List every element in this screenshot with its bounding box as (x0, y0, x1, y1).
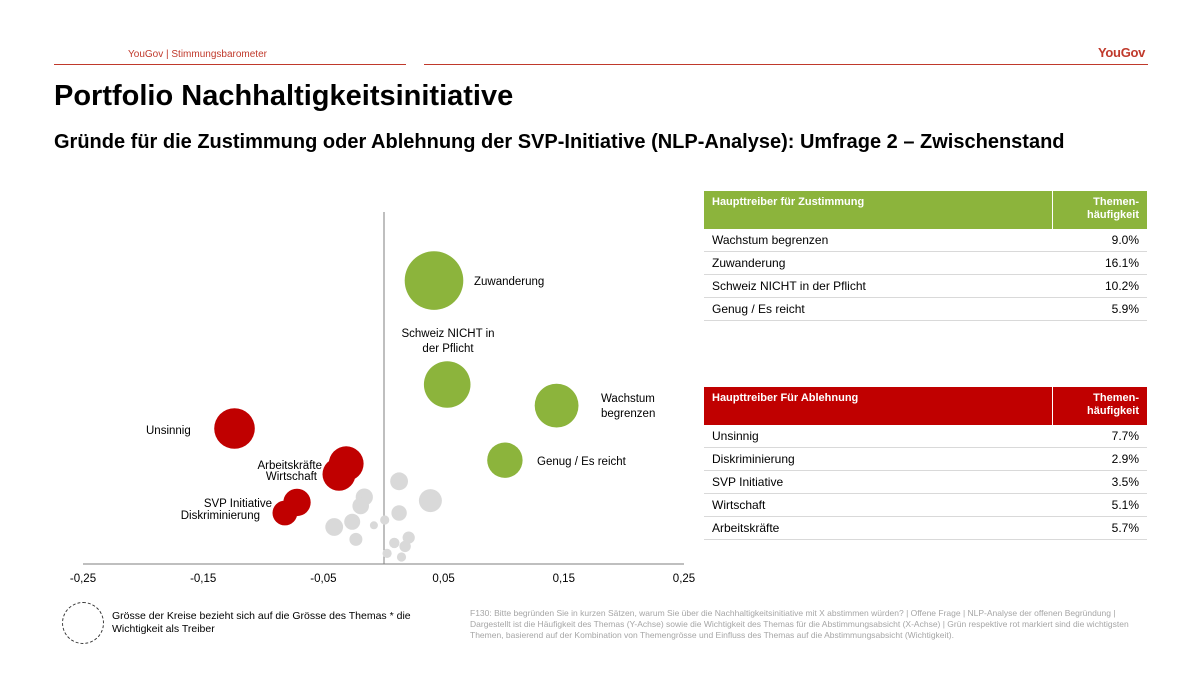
page-subtitle: Gründe für die Zustimmung oder Ablehnung… (54, 131, 1065, 153)
row-value: 5.7% (1052, 516, 1147, 540)
table-zustimmung-value-header-line1: Themen- (1093, 196, 1139, 208)
table-zustimmung-header: Haupttreiber für Zustimmung (704, 191, 1053, 229)
table-ablehnung-value-header-line2: häufigkeit (1087, 405, 1139, 417)
label-wirtschaft: Wirtschaft (266, 471, 318, 483)
label-zuwanderung: Zuwanderung (474, 276, 544, 288)
row-value: 7.7% (1052, 425, 1147, 448)
table-row: Diskriminierung 2.9% (704, 447, 1147, 471)
bubble-other-12 (382, 548, 392, 559)
row-label: Schweiz NICHT in der Pflicht (704, 274, 1053, 298)
row-label: Diskriminierung (704, 447, 1053, 471)
bubble-other-5 (344, 513, 361, 530)
table-zustimmung-value-header-line2: häufigkeit (1087, 209, 1139, 221)
label-arbeitskraefte: Arbeitskräfte (257, 460, 322, 472)
bubble-other-0 (390, 472, 408, 491)
label-wachstum-line2: begrenzen (601, 408, 655, 420)
x-tick-label: -0,25 (70, 573, 96, 585)
header-line-right (424, 64, 1148, 65)
table-zustimmung: Haupttreiber für Zustimmung Themen- häuf… (704, 191, 1147, 321)
row-label: Wirtschaft (704, 493, 1053, 517)
table-row: Unsinnig 7.7% (704, 425, 1147, 448)
bubble-other-3 (352, 497, 370, 515)
bubble-other-10 (389, 537, 400, 549)
row-value: 5.1% (1052, 493, 1147, 517)
table-row: Wachstum begrenzen 9.0% (704, 229, 1147, 252)
bubble-other-4 (391, 505, 407, 521)
bubble-other-7 (349, 532, 363, 546)
bubble-other-6 (325, 518, 344, 536)
bubble-other-8 (402, 531, 415, 544)
bubble-other-1 (418, 489, 442, 513)
bubble-other-11 (380, 515, 390, 525)
row-value: 3.5% (1052, 470, 1147, 494)
row-label: Wachstum begrenzen (704, 229, 1053, 252)
header-label: YouGov | Stimmungsbarometer (128, 49, 267, 60)
size-legend-circle (62, 602, 104, 644)
x-tick-label: 0,25 (673, 573, 695, 585)
bubble-diskriminierung (272, 500, 298, 526)
bubble-other-14 (369, 521, 378, 530)
label-schweiz-line1: Schweiz NICHT in (401, 328, 494, 340)
table-zustimmung-value-header: Themen- häufigkeit (1052, 191, 1147, 229)
table-row: Schweiz NICHT in der Pflicht 10.2% (704, 274, 1147, 298)
label-unsinnig: Unsinnig (146, 425, 191, 437)
x-tick-label: 0,15 (553, 573, 575, 585)
table-row: SVP Initiative 3.5% (704, 470, 1147, 494)
table-row: Arbeitskräfte 5.7% (704, 516, 1147, 540)
row-value: 9.0% (1052, 229, 1147, 252)
table-ablehnung: Haupttreiber Für Ablehnung Themen- häufi… (704, 387, 1147, 540)
bubble-other-13 (396, 552, 407, 562)
row-value: 2.9% (1052, 447, 1147, 471)
bubble-zuwanderung (404, 251, 464, 310)
table-ablehnung-value-header: Themen- häufigkeit (1052, 387, 1147, 425)
table-row: Wirtschaft 5.1% (704, 493, 1147, 517)
label-genug: Genug / Es reicht (537, 456, 627, 468)
table-row: Genug / Es reicht 5.9% (704, 297, 1147, 321)
yougov-logo: YouGov (1098, 45, 1146, 60)
bubble-other-9 (399, 540, 411, 553)
row-value: 16.1% (1052, 251, 1147, 275)
bubble-schweiz-nicht-in-der-pflicht (423, 361, 471, 408)
page-title: Portfolio Nachhaltigkeitsinitiative (54, 80, 514, 112)
size-legend-text: Grösse der Kreise bezieht sich auf die G… (112, 610, 411, 635)
row-label: Genug / Es reicht (704, 297, 1053, 321)
row-value: 5.9% (1052, 297, 1147, 321)
table-ablehnung-header: Haupttreiber Für Ablehnung (704, 387, 1053, 425)
row-label: Unsinnig (704, 425, 1053, 448)
x-tick-label: 0,05 (432, 573, 454, 585)
table-row: Zuwanderung 16.1% (704, 251, 1147, 275)
footnote: F130: Bitte begründen Sie in kurzen Sätz… (470, 608, 1129, 640)
bubble-wachstum-begrenzen (534, 383, 579, 428)
label-wachstum-line1: Wachstum (601, 393, 655, 405)
row-label: Zuwanderung (704, 251, 1053, 275)
bubble-wirtschaft (322, 457, 356, 491)
x-tick-label: -0,05 (310, 573, 336, 585)
bubble-genug-es-reicht (487, 442, 523, 478)
x-tick-label: -0,15 (190, 573, 216, 585)
label-svp: SVP Initiative (204, 498, 272, 510)
bubble-unsinnig (214, 408, 255, 449)
label-diskriminierung: Diskriminierung (181, 510, 260, 522)
header-line-left (54, 64, 406, 65)
row-label: Arbeitskräfte (704, 516, 1053, 540)
label-schweiz-line2: der Pflicht (422, 343, 474, 355)
row-label: SVP Initiative (704, 470, 1053, 494)
table-ablehnung-value-header-line1: Themen- (1093, 392, 1139, 404)
row-value: 10.2% (1052, 274, 1147, 298)
